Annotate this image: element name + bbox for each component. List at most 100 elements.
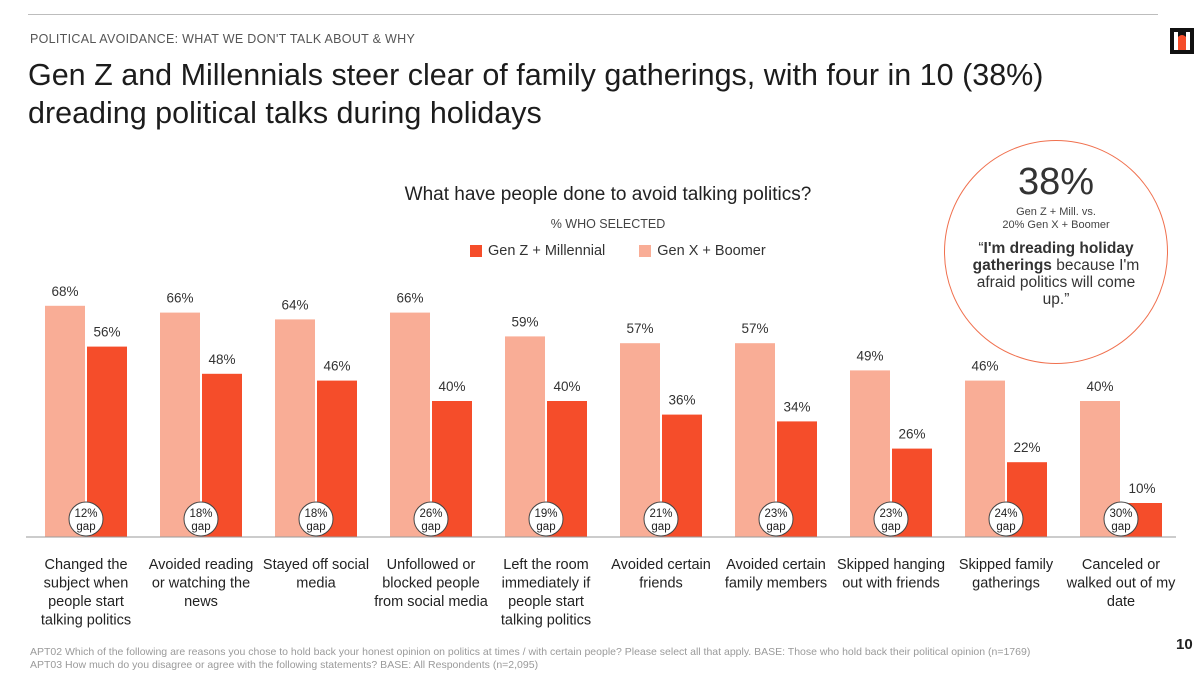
stat-callout: 38% Gen Z + Mill. vs. 20% Gen X + Boomer… <box>944 140 1168 364</box>
bar-genx-1 <box>45 305 85 537</box>
quote-open: “ <box>978 240 984 257</box>
category-label-5-line-4: talking politics <box>501 613 591 629</box>
category-label-9-line-1: Skipped family <box>959 557 1054 573</box>
gap-badge-5 <box>528 501 564 537</box>
category-label-8-line-1: Skipped hanging <box>837 557 945 573</box>
gap-word-1: gap <box>76 521 95 533</box>
bar-genx-4 <box>390 312 430 537</box>
value-label-genx-7: 57% <box>741 321 768 336</box>
category-label-2-line-3: news <box>184 594 218 610</box>
quote-bold: I'm dreading holiday gatherings <box>972 240 1134 274</box>
gap-badge-6 <box>643 501 679 537</box>
logo-accent <box>1178 35 1186 50</box>
category-label-4-line-3: from social media <box>374 594 489 610</box>
gap-word-6: gap <box>651 521 670 533</box>
callout-stat: 38% <box>1017 161 1095 203</box>
value-label-genx-2: 66% <box>166 291 193 306</box>
gap-value-8: 23% <box>879 508 902 520</box>
page-number: 10 <box>1176 636 1193 653</box>
value-label-genx-3: 64% <box>281 297 308 312</box>
value-label-genz-6: 36% <box>668 393 695 408</box>
value-label-genz-4: 40% <box>438 379 465 394</box>
category-label-5-line-1: Left the room <box>503 557 588 573</box>
category-label-1-line-3: people start <box>48 594 124 610</box>
category-label-10-line-2: walked out of my <box>1066 576 1177 592</box>
category-label-10-line-1: Canceled or <box>1082 557 1160 573</box>
gap-value-4: 26% <box>419 508 442 520</box>
gap-word-3: gap <box>306 521 325 533</box>
category-label-10-line-3: date <box>1107 594 1135 610</box>
category-label-4-line-2: blocked people <box>382 576 480 592</box>
footnote-line-2: APT03 How much do you disagree or agree … <box>30 659 539 671</box>
category-label-3-line-1: Stayed off social <box>263 557 369 573</box>
legend-swatch-genx <box>639 245 652 257</box>
category-label-5-line-2: immediately if <box>502 576 592 592</box>
category-label-8-line-2: out with friends <box>842 576 940 592</box>
legend-swatch-genz <box>470 245 482 257</box>
chart-title: What have people done to avoid talking p… <box>404 184 812 205</box>
gap-word-8: gap <box>881 521 900 533</box>
gap-badge-8 <box>873 501 909 537</box>
gap-badge-9 <box>988 501 1024 537</box>
value-label-genx-10: 40% <box>1086 379 1113 394</box>
bar-genx-2 <box>160 312 200 537</box>
top-rule <box>28 14 1158 15</box>
category-label-2-line-2: or watching the <box>152 576 250 592</box>
page-title: Gen Z and Millennials steer clear of fam… <box>28 58 1044 130</box>
category-label-1-line-2: subject when <box>44 576 129 592</box>
gap-value-5: 19% <box>534 508 557 520</box>
value-label-genz-1: 56% <box>93 325 120 340</box>
value-label-genx-5: 59% <box>511 314 538 329</box>
category-label-4-line-1: Unfollowed or <box>387 557 476 573</box>
gap-badge-7 <box>758 501 794 537</box>
category-label-7-line-1: Avoided certain <box>726 557 826 573</box>
value-label-genx-1: 68% <box>51 284 78 299</box>
gap-badge-10 <box>1103 501 1139 537</box>
footnote: APT02 Which of the following are reasons… <box>30 646 1030 672</box>
gap-word-5: gap <box>536 521 555 533</box>
chart-legend: Gen Z + Millennial Gen X + Boomer <box>470 243 800 259</box>
value-label-genz-9: 22% <box>1013 440 1040 455</box>
value-label-genx-9: 46% <box>971 359 998 374</box>
gap-value-10: 30% <box>1109 508 1132 520</box>
legend-label-genx: Gen X + Boomer <box>657 243 766 259</box>
gap-value-7: 23% <box>764 508 787 520</box>
category-label-9-line-2: gatherings <box>972 576 1040 592</box>
category-label-6-line-1: Avoided certain <box>611 557 711 573</box>
gap-value-3: 18% <box>304 508 327 520</box>
gap-value-6: 21% <box>649 508 672 520</box>
value-label-genz-2: 48% <box>208 352 235 367</box>
category-label-6-line-2: friends <box>639 576 683 592</box>
category-label-7-line-2: family members <box>725 576 827 592</box>
category-label-1-line-4: talking politics <box>41 613 131 629</box>
gap-badge-1 <box>68 501 104 537</box>
value-label-genz-7: 34% <box>783 399 810 414</box>
value-label-genx-6: 57% <box>626 321 653 336</box>
gap-word-7: gap <box>766 521 785 533</box>
gap-value-1: 12% <box>74 508 97 520</box>
brand-logo-icon <box>1170 28 1194 54</box>
gap-value-2: 18% <box>189 508 212 520</box>
gap-word-10: gap <box>1111 521 1130 533</box>
value-label-genz-3: 46% <box>323 359 350 374</box>
callout-note: Gen Z + Mill. vs. 20% Gen X + Boomer <box>1002 206 1110 231</box>
value-label-genz-10: 10% <box>1128 481 1155 496</box>
category-label-1-line-1: Changed the <box>44 557 127 573</box>
gap-badge-3 <box>298 501 334 537</box>
value-label-genx-4: 66% <box>396 291 423 306</box>
callout-quote: “I'm dreading holiday gatherings because… <box>963 240 1149 308</box>
legend-label-genz: Gen Z + Millennial <box>488 243 606 259</box>
footnote-line-1: APT02 Which of the following are reasons… <box>30 646 1031 658</box>
gap-word-9: gap <box>996 521 1015 533</box>
value-label-genz-8: 26% <box>898 427 925 442</box>
category-label-5-line-3: people start <box>508 594 584 610</box>
gap-word-4: gap <box>421 521 440 533</box>
gap-badge-4 <box>413 501 449 537</box>
bar-genx-3 <box>275 319 315 537</box>
value-label-genz-5: 40% <box>553 379 580 394</box>
chart-subtitle: % WHO SELECTED <box>550 217 666 231</box>
value-label-genx-8: 49% <box>856 348 883 363</box>
section-kicker: POLITICAL AVOIDANCE: WHAT WE DON'T TALK … <box>30 32 416 46</box>
category-label-2-line-1: Avoided reading <box>149 557 254 573</box>
